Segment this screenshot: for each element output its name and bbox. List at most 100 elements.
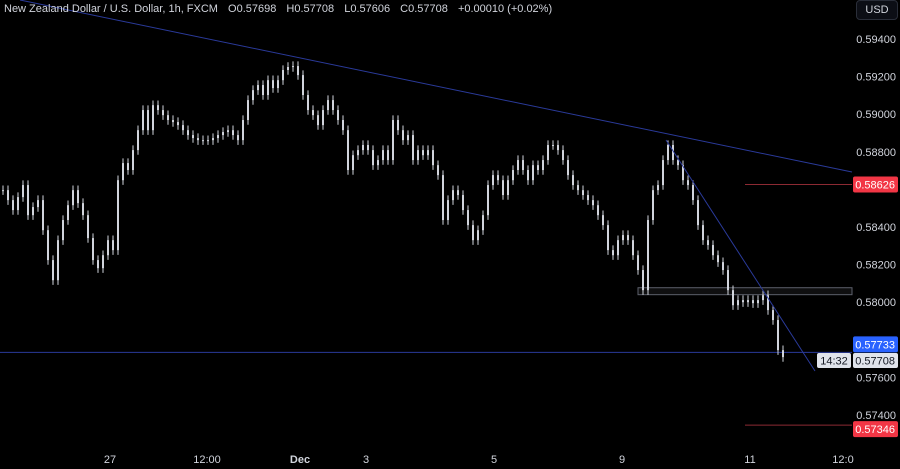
candle-body xyxy=(487,185,489,216)
candle-body xyxy=(597,205,599,216)
candle-body xyxy=(112,240,114,251)
y-tick-label: 0.59400 xyxy=(856,34,896,46)
candle-body xyxy=(552,145,554,147)
candle-body xyxy=(412,135,414,161)
x-tick-label: 5 xyxy=(491,454,497,466)
candle-body xyxy=(257,85,259,91)
candle-body xyxy=(42,200,44,231)
candle-body xyxy=(357,150,359,156)
candle-body xyxy=(692,185,694,201)
candle-body xyxy=(697,200,699,226)
candle-body xyxy=(632,240,634,256)
y-tick-label: 0.58800 xyxy=(856,147,896,159)
candle-body xyxy=(297,66,299,76)
candle-body xyxy=(572,175,574,186)
candle-body xyxy=(682,165,684,181)
candle-body xyxy=(457,190,459,196)
candle-body xyxy=(537,165,539,171)
candle-body xyxy=(147,110,149,131)
x-tick-label: 9 xyxy=(619,454,625,466)
trendline xyxy=(19,0,853,173)
candle-body xyxy=(322,110,324,126)
candle-body xyxy=(122,163,124,181)
trendlines[interactable] xyxy=(19,0,853,372)
candle-body xyxy=(237,135,239,141)
price-label-text: 0.58626 xyxy=(855,180,895,192)
y-tick-label: 0.59200 xyxy=(856,72,896,84)
candle-body xyxy=(242,120,244,141)
candle-body xyxy=(372,150,374,166)
candle-body xyxy=(672,145,674,161)
candle-body xyxy=(602,215,604,226)
candle-body xyxy=(2,190,4,192)
candle-body xyxy=(262,85,264,96)
candle-body xyxy=(562,150,564,161)
candle-body xyxy=(27,185,29,216)
symbol-legend: New Zealand Dollar / U.S. Dollar, 1h, FX… xyxy=(4,3,559,15)
candle-body xyxy=(202,140,204,142)
candle-body xyxy=(702,225,704,241)
time-axis[interactable]: 27 12:00 Dec 3 5 9 11 12:0 xyxy=(104,454,854,466)
candle-body xyxy=(72,190,74,206)
candle-body xyxy=(302,75,304,96)
candle-body xyxy=(752,300,754,304)
price-label-text: 0.57733 xyxy=(855,339,895,351)
candle-body xyxy=(32,207,34,216)
currency-button[interactable]: USD xyxy=(856,0,898,20)
candle-body xyxy=(492,175,494,186)
candle-body xyxy=(442,175,444,221)
candle-body xyxy=(227,130,229,133)
candle-body xyxy=(212,138,214,141)
candle-body xyxy=(312,110,314,116)
candle-body xyxy=(502,180,504,196)
candle-body xyxy=(77,190,79,204)
candle-body xyxy=(82,203,84,216)
candle-body xyxy=(757,300,759,304)
candle-body xyxy=(252,90,254,101)
candle-body xyxy=(132,150,134,171)
candle-body xyxy=(547,145,549,161)
candle-body xyxy=(567,160,569,176)
candle-body xyxy=(137,130,139,151)
candle-body xyxy=(267,80,269,96)
candle-body xyxy=(57,240,59,281)
price-labels: 0.58626 0.57346 0.57733 0.57708 14:32 xyxy=(817,176,898,438)
candle-body xyxy=(657,185,659,191)
candle-body xyxy=(362,145,364,151)
candle-body xyxy=(92,238,94,261)
ohlc-change: +0.00010 (+0.02%) xyxy=(457,3,553,15)
candle-body xyxy=(707,240,709,246)
candle-body xyxy=(157,105,159,111)
candle-body xyxy=(177,122,179,126)
candle-body xyxy=(7,190,9,201)
candle-body xyxy=(587,195,589,201)
candle-body xyxy=(462,195,464,211)
candle-body xyxy=(577,185,579,191)
candle-body xyxy=(337,110,339,121)
candle-body xyxy=(117,180,119,251)
symbol-title[interactable]: New Zealand Dollar / U.S. Dollar, 1h, FX… xyxy=(4,3,218,15)
candle-body xyxy=(522,160,524,171)
candle-body xyxy=(87,215,89,239)
x-tick-label: 12:00 xyxy=(193,454,221,466)
candle-body xyxy=(347,130,349,171)
candle-body xyxy=(217,135,219,139)
candle-body xyxy=(497,175,499,181)
candle-body xyxy=(627,235,629,241)
candle-body xyxy=(107,240,109,256)
candle-body xyxy=(582,190,584,196)
candle-body xyxy=(717,255,719,263)
y-tick-label: 0.58000 xyxy=(856,297,896,309)
price-axis[interactable]: 0.59400 0.59200 0.59000 0.58800 0.58400 0.582… xyxy=(856,34,896,422)
candle-body xyxy=(207,140,209,142)
candle-body xyxy=(327,100,329,111)
candle-body xyxy=(352,155,354,171)
candle-body xyxy=(762,295,764,301)
candle-body xyxy=(387,150,389,161)
candle-body xyxy=(482,215,484,231)
last-price-text: 0.57708 xyxy=(855,356,895,368)
candle-body xyxy=(222,132,224,136)
candle-body xyxy=(517,160,519,171)
candle-body xyxy=(142,110,144,131)
